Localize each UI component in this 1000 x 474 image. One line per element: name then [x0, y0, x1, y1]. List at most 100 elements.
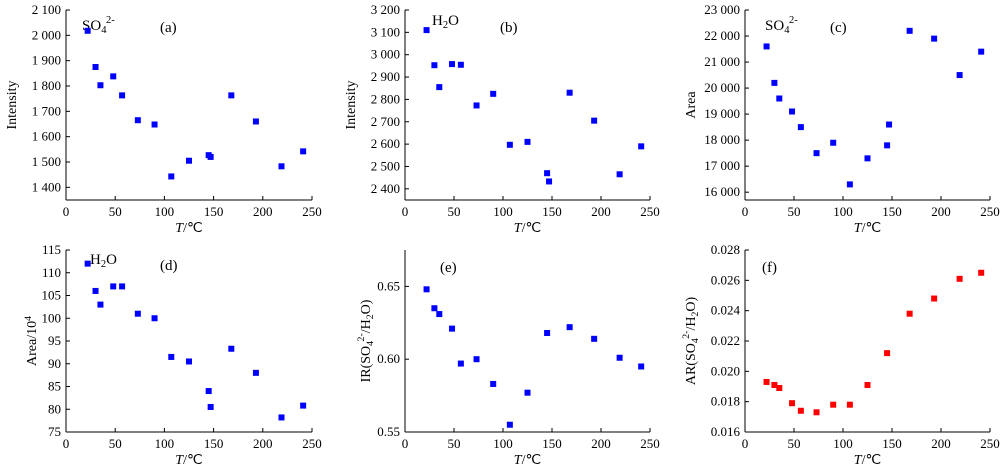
data-point — [546, 178, 553, 185]
data-point — [846, 181, 853, 188]
data-point — [776, 385, 783, 392]
y-tick-label: 85 — [48, 379, 61, 394]
data-point — [813, 150, 820, 157]
data-point — [956, 72, 963, 79]
y-tick-label: 0.026 — [711, 272, 741, 287]
data-point — [228, 345, 235, 352]
y-tick-label: 2 000 — [32, 27, 61, 42]
species-label: H2O — [432, 13, 459, 31]
data-point — [813, 409, 820, 416]
y-tick-label: 0.016 — [711, 424, 741, 439]
panel-label: (f) — [762, 260, 777, 276]
x-tick-label: 50 — [788, 436, 801, 451]
data-point — [591, 335, 598, 342]
x-tick-label: 200 — [931, 436, 951, 451]
panel-label: (b) — [500, 20, 518, 36]
y-axis-label: AR(SO42-/H2O) — [681, 297, 701, 386]
data-point — [168, 353, 175, 360]
panel-label: (a) — [160, 20, 177, 36]
data-point — [228, 92, 235, 99]
x-tick-label: 0 — [402, 436, 409, 451]
data-point — [278, 414, 285, 421]
x-tick-label: 150 — [882, 204, 902, 219]
data-point — [797, 124, 804, 131]
x-tick-label: 50 — [448, 204, 461, 219]
data-point — [205, 388, 212, 395]
data-point — [506, 141, 513, 148]
x-tick-label: 50 — [109, 204, 122, 219]
panel-d: 0 50 100 150 200 250 75 80 85 90 95 100 105 110 115 T/℃… — [23, 242, 322, 468]
y-tick-label: 3 100 — [371, 24, 400, 39]
data-point — [886, 121, 893, 128]
x-tick-label: 250 — [980, 204, 1000, 219]
y-axis-label: Area/104 — [23, 316, 41, 366]
data-point — [544, 329, 551, 336]
data-point — [84, 27, 91, 34]
x-tick-label: 100 — [155, 436, 175, 451]
y-tick-label: 18 000 — [704, 132, 740, 147]
data-point — [524, 138, 531, 145]
x-tick-label: 0 — [742, 436, 749, 451]
data-point — [300, 148, 307, 155]
y-tick-label: 16 000 — [704, 184, 740, 199]
data-point — [906, 27, 913, 34]
x-tick-label: 200 — [253, 204, 273, 219]
data-point — [186, 358, 192, 365]
x-tick-label: 50 — [788, 204, 801, 219]
x-tick-label: 200 — [591, 204, 611, 219]
panel-label: (c) — [830, 20, 847, 36]
y-tick-label: 0.022 — [711, 333, 740, 348]
x-tick-label: 150 — [542, 204, 562, 219]
y-tick-label: 0.020 — [711, 363, 740, 378]
x-axis-label: T/℃ — [854, 221, 881, 236]
panel-label: (e) — [440, 260, 457, 276]
data-point — [978, 48, 985, 55]
y-tick-label: 0.65 — [377, 278, 400, 293]
y-tick-label: 95 — [48, 333, 61, 348]
data-point — [110, 283, 117, 290]
x-tick-label: 0 — [63, 204, 70, 219]
data-point — [490, 90, 497, 97]
data-point — [431, 62, 438, 69]
x-tick-label: 100 — [493, 436, 513, 451]
x-tick-label: 200 — [253, 436, 273, 451]
y-tick-label: 0.60 — [377, 351, 400, 366]
data-point — [956, 275, 963, 282]
data-point — [771, 381, 778, 388]
y-tick-label: 0.55 — [377, 424, 400, 439]
data-point — [524, 389, 531, 396]
data-point — [278, 163, 285, 170]
data-point — [789, 108, 796, 115]
y-tick-label: 1 700 — [32, 103, 61, 118]
data-point — [638, 143, 645, 150]
data-point — [119, 283, 126, 290]
data-point — [119, 92, 126, 99]
y-tick-label: 23 000 — [704, 2, 740, 17]
x-tick-label: 100 — [833, 436, 853, 451]
x-tick-label: 100 — [155, 204, 175, 219]
data-point — [300, 402, 307, 409]
y-axis-label: Intensity — [5, 81, 20, 130]
data-point — [436, 84, 443, 91]
data-point — [110, 73, 117, 80]
y-tick-label: 0.028 — [711, 242, 740, 257]
data-point — [473, 356, 480, 363]
data-point — [884, 350, 891, 357]
y-tick-label: 1 500 — [32, 154, 61, 169]
data-point — [763, 43, 770, 50]
data-point — [449, 61, 456, 68]
data-point — [797, 407, 804, 414]
data-point — [97, 82, 104, 89]
data-point — [638, 363, 645, 370]
y-tick-label: 75 — [48, 424, 61, 439]
data-point — [931, 35, 938, 42]
y-tick-label: 2 600 — [371, 136, 400, 151]
data-point — [457, 360, 464, 367]
data-point — [978, 269, 985, 276]
y-tick-label: 80 — [48, 401, 61, 416]
data-point — [423, 27, 430, 34]
data-point — [431, 305, 438, 312]
data-point — [151, 121, 158, 128]
x-axis-label: T/℃ — [854, 453, 881, 468]
